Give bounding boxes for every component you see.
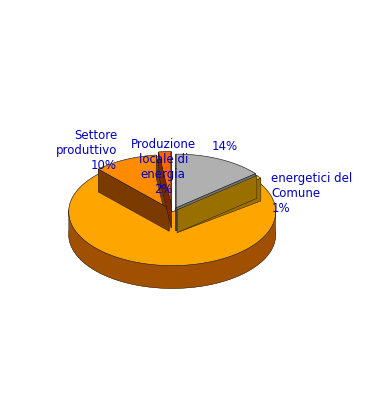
Polygon shape [98, 155, 169, 208]
Text: 14%: 14% [212, 140, 238, 154]
Polygon shape [69, 172, 276, 289]
Polygon shape [158, 152, 171, 228]
Text: energetici del
Comune
1%: energetici del Comune 1% [271, 172, 352, 215]
Polygon shape [98, 169, 169, 231]
Polygon shape [156, 155, 169, 231]
Polygon shape [158, 152, 171, 206]
Polygon shape [176, 174, 255, 231]
Text: Settore
produttivo
10%: Settore produttivo 10% [56, 129, 117, 172]
Polygon shape [101, 172, 172, 235]
Polygon shape [176, 154, 255, 196]
Polygon shape [69, 210, 276, 289]
Polygon shape [176, 154, 255, 208]
Polygon shape [172, 180, 256, 235]
Polygon shape [177, 178, 261, 233]
Polygon shape [177, 176, 257, 233]
Polygon shape [158, 152, 171, 228]
Polygon shape [177, 178, 261, 233]
Polygon shape [156, 155, 169, 231]
Polygon shape [98, 155, 156, 192]
Text: Produzione
locale di
energia
2%: Produzione locale di energia 2% [131, 138, 196, 196]
Polygon shape [98, 169, 169, 231]
Polygon shape [177, 176, 261, 210]
Polygon shape [177, 176, 257, 233]
Polygon shape [176, 174, 255, 231]
Polygon shape [257, 176, 261, 201]
Polygon shape [158, 152, 171, 175]
Polygon shape [69, 172, 276, 266]
